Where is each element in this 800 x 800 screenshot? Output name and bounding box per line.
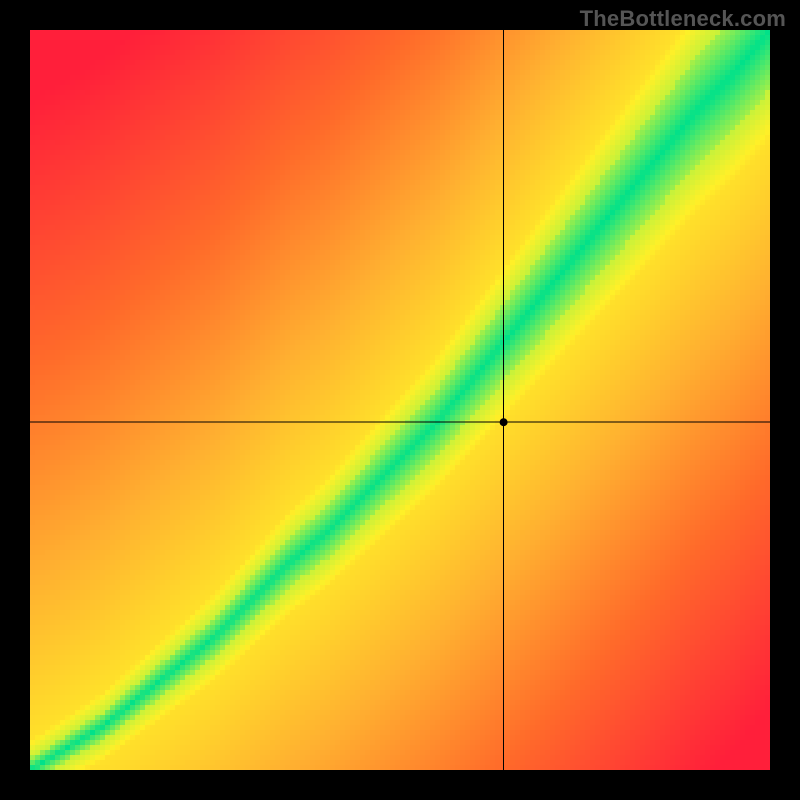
chart-container: TheBottleneck.com: [0, 0, 800, 800]
heatmap-canvas: [30, 30, 770, 770]
watermark-text: TheBottleneck.com: [580, 6, 786, 32]
